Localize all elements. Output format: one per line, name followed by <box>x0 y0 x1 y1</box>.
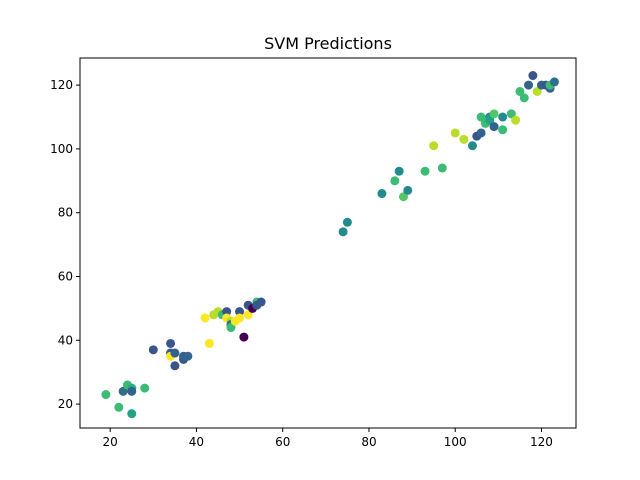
data-point-42 <box>398 192 408 202</box>
y-tick-label: 120 <box>50 78 73 92</box>
data-point-61 <box>511 115 521 125</box>
data-point-65 <box>528 71 538 81</box>
data-point-16 <box>183 351 193 361</box>
data-point-46 <box>437 163 447 173</box>
data-point-47 <box>450 128 460 138</box>
data-point-12 <box>170 348 180 358</box>
data-point-59 <box>498 125 508 135</box>
data-point-63 <box>519 93 529 103</box>
data-point-39 <box>377 189 387 199</box>
data-point-40 <box>390 176 400 186</box>
data-point-30 <box>239 332 249 342</box>
data-point-56 <box>489 109 499 119</box>
data-point-18 <box>204 338 214 348</box>
data-point-64 <box>524 80 534 90</box>
data-point-2 <box>118 386 128 396</box>
y-tick-label: 20 <box>58 397 73 411</box>
data-point-45 <box>429 141 439 151</box>
x-tick-label: 40 <box>189 435 204 449</box>
y-tick-label: 40 <box>58 333 73 347</box>
x-tick-label: 120 <box>530 435 553 449</box>
data-point-36 <box>256 297 266 307</box>
data-point-5 <box>127 386 137 396</box>
data-point-71 <box>549 77 559 87</box>
data-point-48 <box>459 134 469 144</box>
x-tick-label: 80 <box>361 435 376 449</box>
y-tick-label: 60 <box>58 269 73 283</box>
data-point-38 <box>342 217 352 227</box>
data-point-37 <box>338 227 348 237</box>
x-tick-label: 20 <box>103 435 118 449</box>
x-axis: 20 40 60 80 100 120 <box>103 428 553 449</box>
data-point-17 <box>200 313 210 323</box>
data-point-43 <box>403 185 413 195</box>
data-point-1 <box>114 402 124 412</box>
plot-frame <box>79 57 577 429</box>
data-point-51 <box>476 112 486 122</box>
data-point-26 <box>226 323 236 333</box>
y-tick-label: 80 <box>58 206 73 220</box>
data-point-57 <box>489 122 499 132</box>
data-point-13 <box>170 361 180 371</box>
data-point-58 <box>498 112 508 122</box>
data-point-62 <box>515 86 525 96</box>
data-point-49 <box>467 141 477 151</box>
data-point-44 <box>420 166 430 176</box>
data-point-9 <box>166 338 176 348</box>
data-point-22 <box>222 307 232 317</box>
data-point-66 <box>532 86 542 96</box>
chart-title: SVM Predictions <box>264 34 392 53</box>
data-points <box>101 71 559 419</box>
x-tick-label: 60 <box>275 435 290 449</box>
data-point-0 <box>101 390 111 400</box>
x-tick-label: 100 <box>444 435 467 449</box>
data-point-41 <box>394 166 404 176</box>
data-point-32 <box>243 310 253 320</box>
data-point-6 <box>127 409 137 419</box>
data-point-52 <box>476 128 486 138</box>
data-point-7 <box>140 383 150 393</box>
y-axis: 20 40 60 80 100 120 <box>50 78 80 411</box>
data-point-60 <box>506 109 516 119</box>
y-tick-label: 100 <box>50 142 73 156</box>
data-point-29 <box>235 313 245 323</box>
data-point-8 <box>148 345 158 355</box>
data-point-55 <box>485 115 495 125</box>
data-point-28 <box>235 307 245 317</box>
